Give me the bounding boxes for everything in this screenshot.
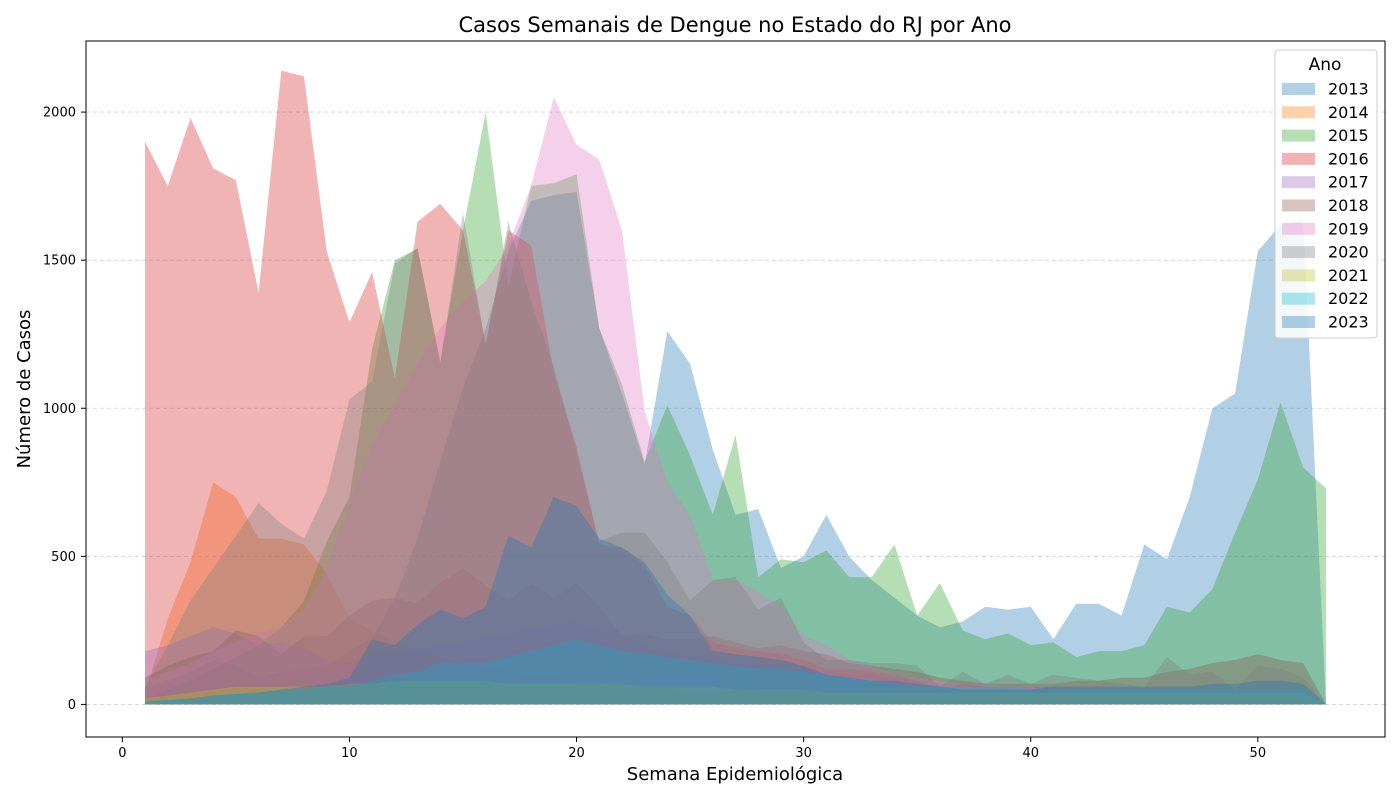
series-areas (145, 70, 1326, 705)
x-tick-label-10: 10 (341, 746, 358, 761)
area-series-2019 (145, 97, 1326, 705)
legend-swatch-2017 (1282, 176, 1315, 189)
legend-items: 2013 2014 2015 2016 2017 2018 2019 2020 2021 2022… (1282, 80, 1369, 332)
area-series-2016 (145, 70, 1326, 705)
area-series-2021 (145, 680, 1326, 705)
legend-label-2014: 2014 (1328, 103, 1369, 122)
legend-swatch-2018 (1282, 199, 1315, 212)
x-tick-label-20: 20 (568, 746, 585, 761)
legend-label-2020: 2020 (1328, 243, 1369, 262)
y-tick-label-2000: 2000 (43, 106, 76, 121)
legend: Ano 2013 2014 2015 2016 2017 2018 2019 2020 2021… (1274, 49, 1378, 339)
legend-label-2022: 2022 (1328, 289, 1369, 308)
legend-swatch-2020 (1282, 246, 1315, 259)
y-tick-label-0: 0 (68, 698, 76, 713)
x-tick-label-50: 50 (1250, 746, 1267, 761)
area-series-2018 (145, 568, 1326, 705)
y-axis-ticks: 0 500 1000 1500 2000 (43, 106, 86, 713)
legend-swatch-2022 (1282, 292, 1315, 305)
y-tick-label-500: 500 (51, 550, 76, 565)
plot-frame (85, 40, 1386, 738)
legend-box (1274, 49, 1378, 339)
legend-swatch-2021 (1282, 269, 1315, 282)
chart-title: Casos Semanais de Dengue no Estado do RJ… (458, 13, 1011, 37)
y-axis-label: Número de Casos (14, 310, 35, 469)
legend-label-2017: 2017 (1328, 173, 1369, 192)
legend-swatch-2013 (1282, 83, 1315, 95)
legend-label-2021: 2021 (1328, 266, 1369, 285)
legend-title: Ano (1309, 55, 1342, 75)
x-tick-label-0: 0 (118, 746, 126, 761)
x-axis-ticks: 0 10 20 30 40 50 (118, 737, 1266, 761)
legend-label-2015: 2015 (1328, 126, 1369, 145)
x-tick-label-40: 40 (1022, 746, 1039, 761)
legend-swatch-2023 (1282, 316, 1315, 328)
legend-label-2013: 2013 (1328, 80, 1369, 99)
legend-label-2016: 2016 (1328, 149, 1369, 168)
area-series-2017 (145, 621, 1326, 705)
legend-swatch-2015 (1282, 129, 1315, 142)
area-series-2020 (145, 212, 1326, 705)
area-series-2015 (145, 112, 1326, 705)
area-series-2022 (145, 639, 1326, 705)
x-tick-label-30: 30 (795, 746, 812, 761)
x-axis-label: Semana Epidemiológica (627, 764, 843, 785)
legend-label-2023: 2023 (1328, 313, 1369, 332)
y-tick-label-1500: 1500 (43, 254, 76, 269)
legend-label-2019: 2019 (1328, 219, 1369, 238)
area-series-2023 (145, 497, 1326, 705)
legend-label-2018: 2018 (1328, 196, 1369, 215)
legend-swatch-2016 (1282, 152, 1315, 165)
legend-swatch-2014 (1282, 106, 1315, 119)
area-series-2013 (145, 192, 1326, 705)
area-series-2014 (145, 482, 1326, 705)
y-tick-label-1000: 1000 (43, 402, 76, 417)
legend-swatch-2019 (1282, 222, 1315, 235)
